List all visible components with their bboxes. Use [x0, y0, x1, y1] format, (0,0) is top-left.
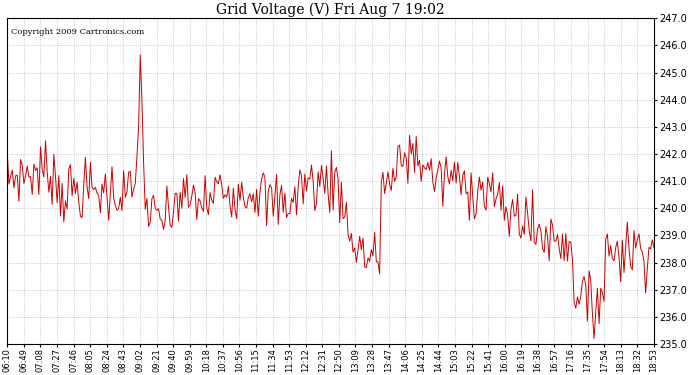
Title: Grid Voltage (V) Fri Aug 7 19:02: Grid Voltage (V) Fri Aug 7 19:02: [216, 3, 445, 17]
Text: Copyright 2009 Cartronics.com: Copyright 2009 Cartronics.com: [10, 28, 144, 36]
